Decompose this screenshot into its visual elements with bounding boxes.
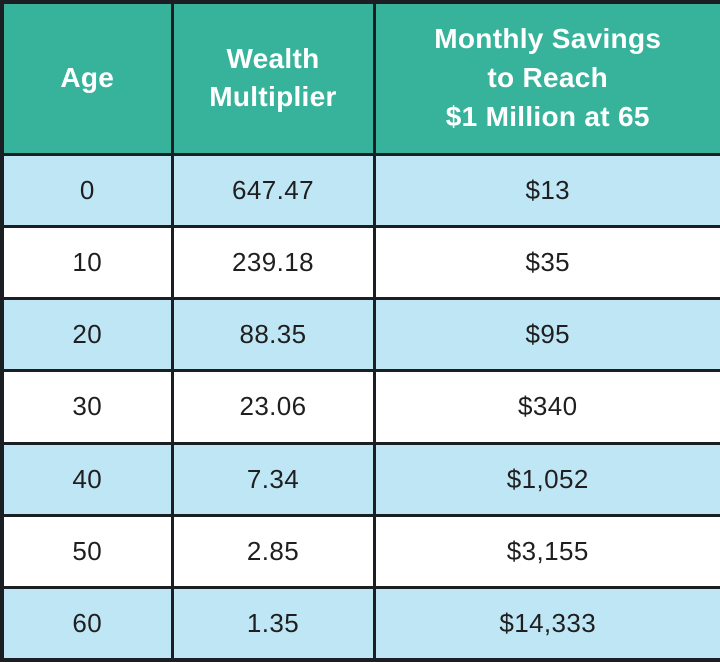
- cell-monthly-savings: $3,155: [372, 513, 720, 590]
- cell-wealth-multiplier: 239.18: [170, 224, 376, 301]
- table-row: 30 23.06 $340: [0, 369, 720, 445]
- cell-age: 0: [0, 152, 174, 228]
- cell-wealth-multiplier: 23.06: [170, 369, 376, 445]
- table-row: 40 7.34 $1,052: [0, 441, 720, 517]
- cell-monthly-savings: $14,333: [372, 586, 720, 662]
- cell-monthly-savings: $13: [372, 152, 720, 228]
- cell-age: 20: [0, 297, 174, 373]
- cell-wealth-multiplier: 1.35: [170, 586, 376, 662]
- cell-wealth-multiplier: 2.85: [170, 513, 376, 590]
- table-header-row: Age Wealth Multiplier Monthly Savings to…: [0, 0, 720, 156]
- cell-age: 30: [0, 369, 174, 445]
- table-row: 50 2.85 $3,155: [0, 513, 720, 590]
- table-row: 20 88.35 $95: [0, 297, 720, 373]
- table-body: 0 647.47 $13 10 239.18 $35 20 88.35 $95 …: [0, 152, 720, 662]
- cell-monthly-savings: $1,052: [372, 441, 720, 517]
- cell-age: 60: [0, 586, 174, 662]
- table-row: 60 1.35 $14,333: [0, 586, 720, 662]
- cell-age: 10: [0, 224, 174, 301]
- cell-monthly-savings: $35: [372, 224, 720, 301]
- header-age: Age: [0, 0, 174, 156]
- cell-wealth-multiplier: 88.35: [170, 297, 376, 373]
- table-row: 0 647.47 $13: [0, 152, 720, 228]
- header-wealth-multiplier: Wealth Multiplier: [170, 0, 376, 156]
- cell-age: 50: [0, 513, 174, 590]
- header-row: Age Wealth Multiplier Monthly Savings to…: [0, 0, 720, 156]
- cell-monthly-savings: $340: [372, 369, 720, 445]
- cell-monthly-savings: $95: [372, 297, 720, 373]
- header-monthly-savings: Monthly Savings to Reach $1 Million at 6…: [372, 0, 720, 156]
- cell-wealth-multiplier: 7.34: [170, 441, 376, 517]
- cell-age: 40: [0, 441, 174, 517]
- cell-wealth-multiplier: 647.47: [170, 152, 376, 228]
- table-row: 10 239.18 $35: [0, 224, 720, 301]
